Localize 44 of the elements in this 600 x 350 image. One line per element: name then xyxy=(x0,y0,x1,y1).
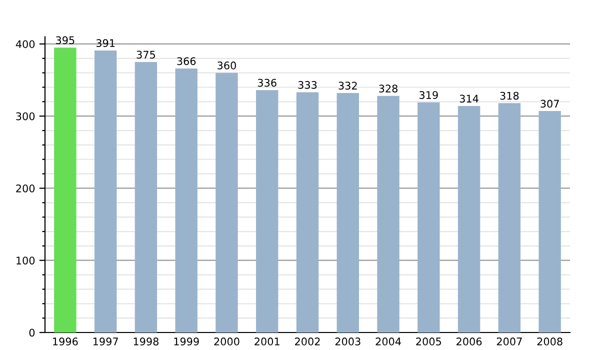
bar xyxy=(377,96,400,332)
data-label: 314 xyxy=(460,94,478,103)
y-tick-label: 100 xyxy=(16,256,35,264)
data-label: 307 xyxy=(540,100,559,108)
data-label: 375 xyxy=(136,50,155,59)
x-tick-label: 2006 xyxy=(456,338,482,346)
data-label: 328 xyxy=(379,84,398,92)
bar xyxy=(538,111,561,332)
y-tick-label: 300 xyxy=(16,112,35,120)
x-tick-label: 1997 xyxy=(93,338,118,346)
data-label: 366 xyxy=(177,57,196,66)
x-tick-label: 2007 xyxy=(496,338,522,346)
x-tick-label: 1996 xyxy=(53,338,78,346)
bar xyxy=(175,68,198,332)
x-tick-label: 1999 xyxy=(174,338,199,346)
x-tick-label: 2005 xyxy=(416,338,441,346)
bar xyxy=(418,102,440,332)
x-tick-label: 1998 xyxy=(134,338,159,346)
x-tick-label: 2008 xyxy=(537,338,562,346)
y-tick-label: 400 xyxy=(16,40,35,48)
data-label: 391 xyxy=(96,39,115,48)
bar xyxy=(54,48,76,332)
bar xyxy=(256,90,278,332)
y-tick-label: 0 xyxy=(29,328,35,337)
bar xyxy=(94,50,117,332)
bar xyxy=(336,93,359,332)
data-label: 395 xyxy=(56,36,74,44)
data-label: 333 xyxy=(298,81,317,89)
data-label: 360 xyxy=(218,62,236,70)
data-label: 336 xyxy=(258,78,276,87)
bar xyxy=(458,106,480,332)
bar xyxy=(216,72,238,332)
data-label: 332 xyxy=(338,82,357,90)
bar xyxy=(296,92,319,332)
x-tick-label: 2004 xyxy=(376,338,401,346)
x-tick-label: 2003 xyxy=(335,338,360,346)
bar xyxy=(498,103,521,332)
x-tick-label: 2000 xyxy=(214,338,240,346)
x-tick-label: 2001 xyxy=(254,338,280,346)
x-tick-label: 2002 xyxy=(295,338,320,346)
data-label: 319 xyxy=(420,91,438,99)
data-label: 318 xyxy=(500,92,519,100)
y-tick-label: 200 xyxy=(16,184,35,192)
bar xyxy=(134,62,158,332)
